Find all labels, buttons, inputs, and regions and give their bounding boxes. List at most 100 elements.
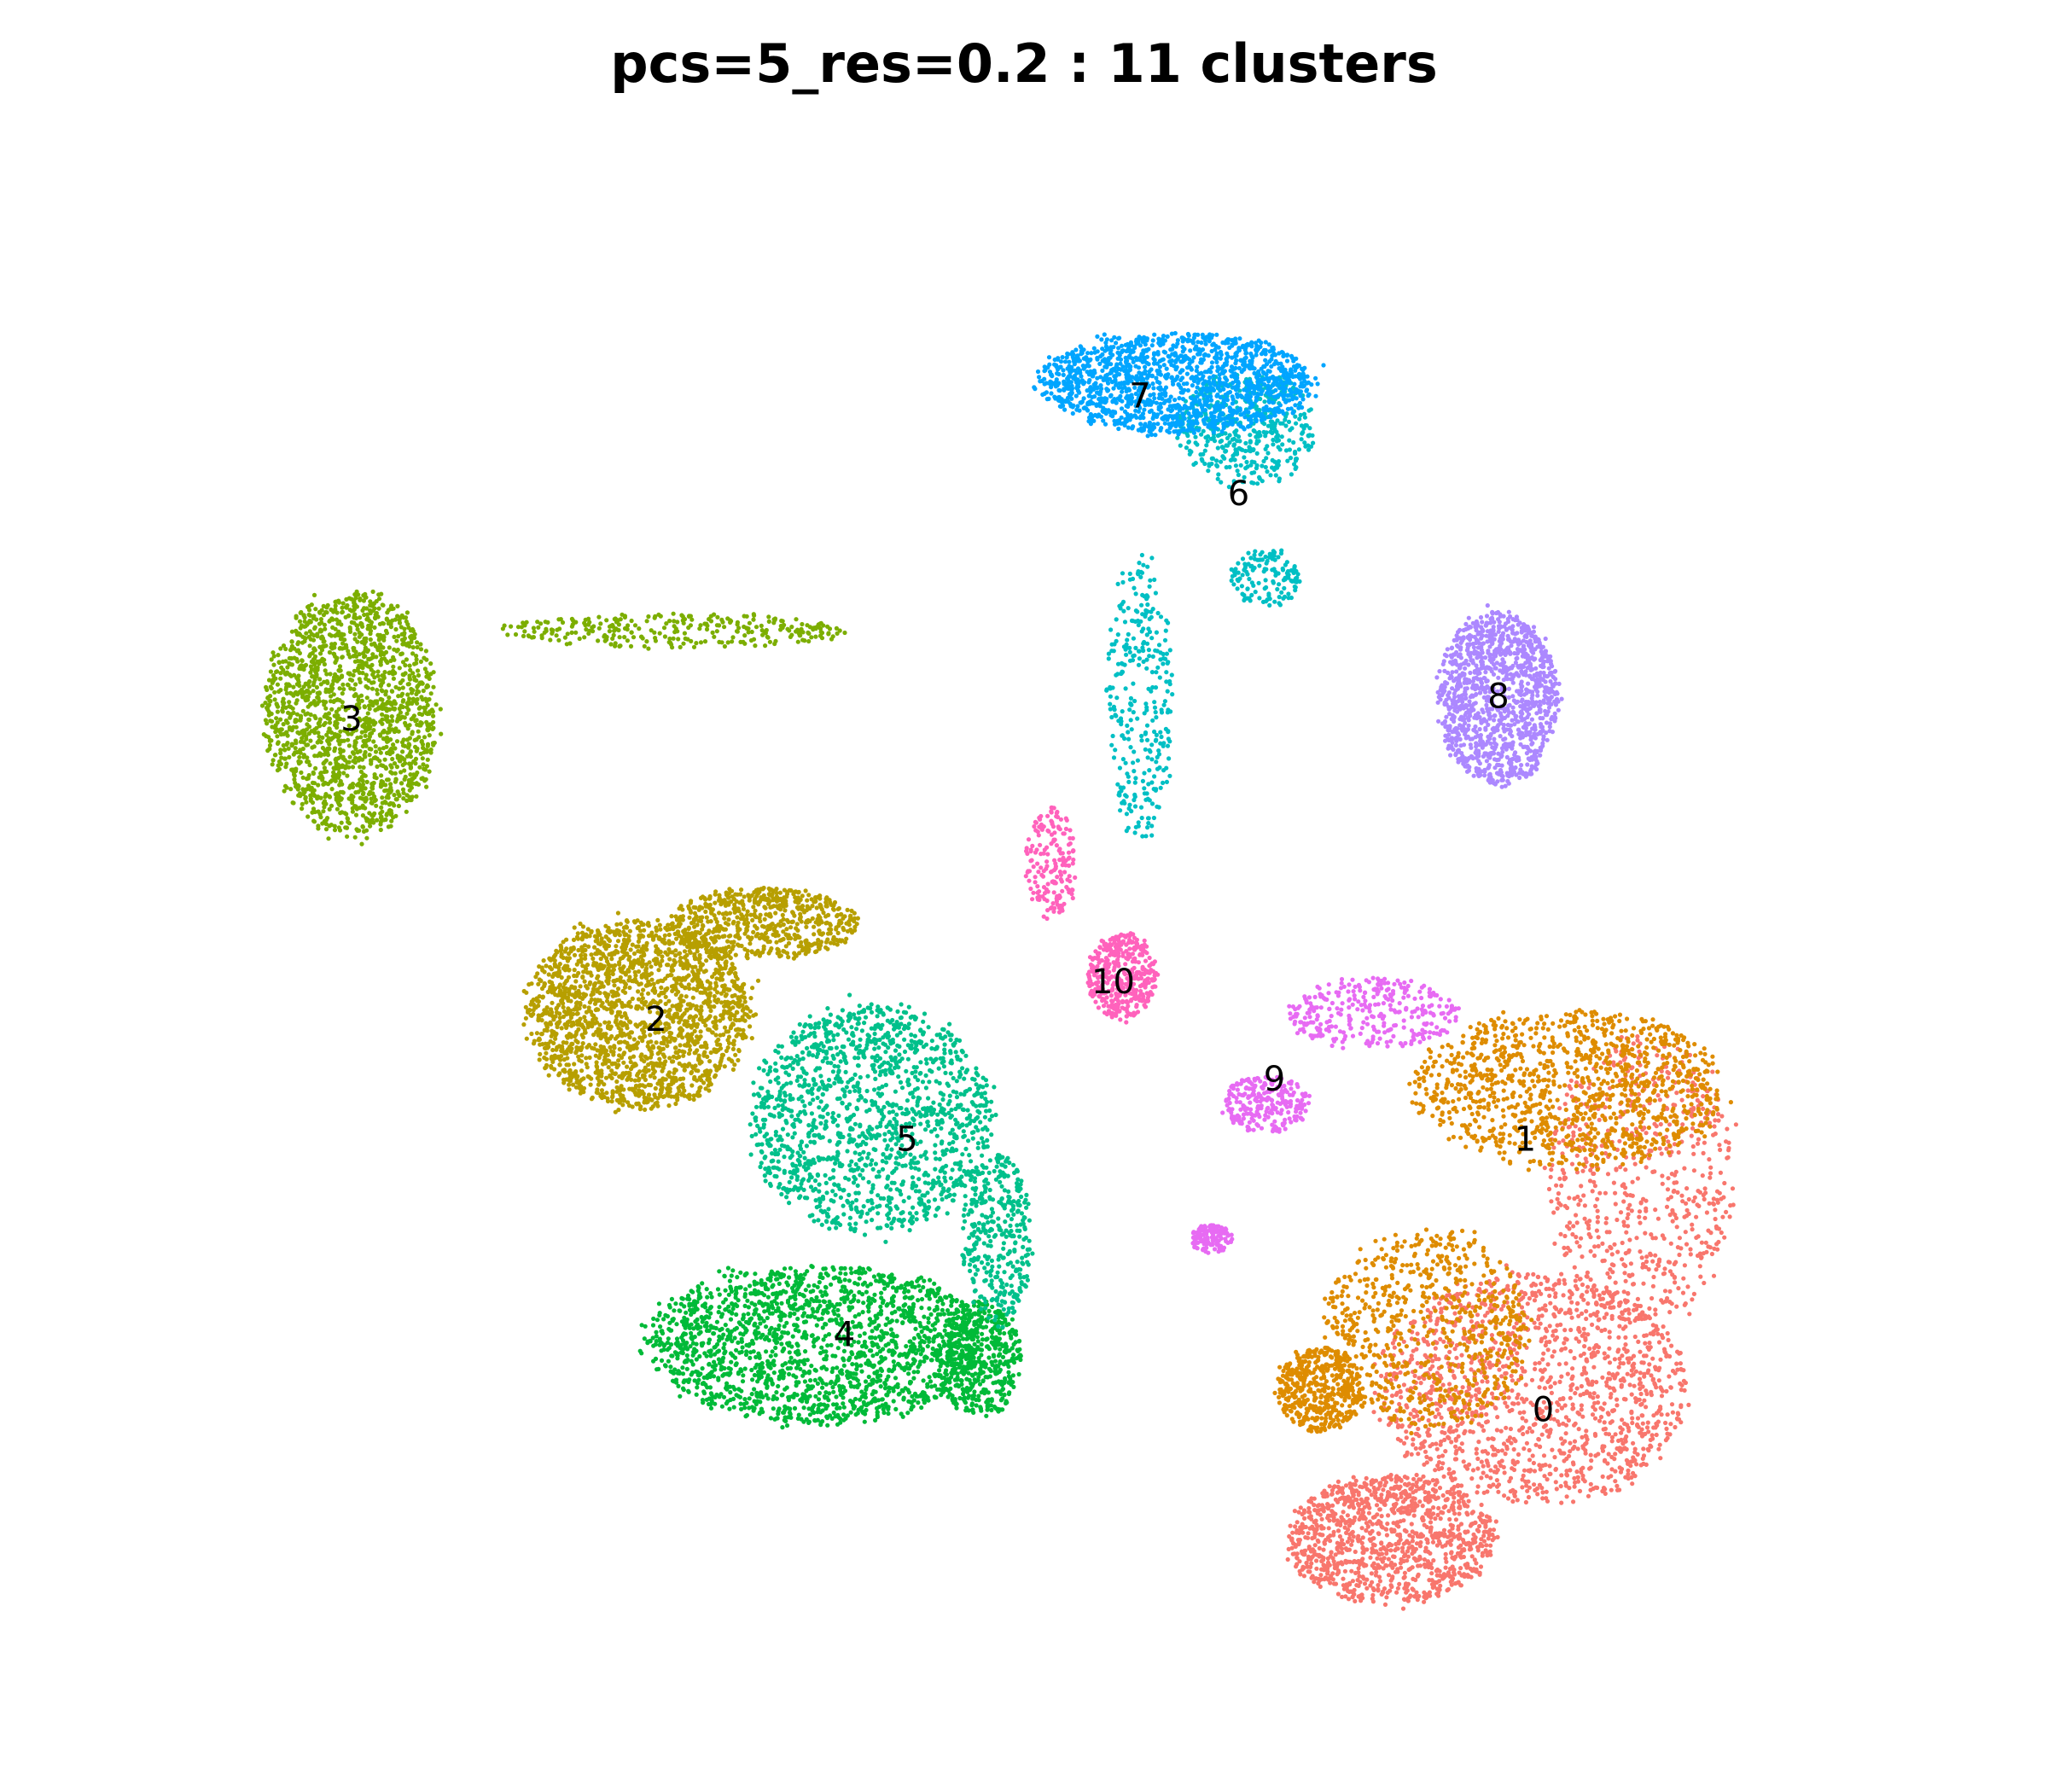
scatter-point <box>1464 1411 1469 1416</box>
scatter-point <box>1440 1326 1446 1331</box>
scatter-point <box>1620 1446 1625 1452</box>
scatter-point <box>1559 1183 1564 1189</box>
scatter-point <box>1623 1263 1628 1269</box>
scatter-point <box>1539 1281 1544 1287</box>
scatter-point <box>1521 1468 1527 1473</box>
scatter-point <box>1413 1386 1418 1391</box>
scatter-point <box>1696 1077 1701 1082</box>
scatter-point <box>1661 1300 1666 1305</box>
scatter-point <box>1550 1142 1555 1147</box>
scatter-point <box>1434 1262 1440 1267</box>
scatter-point <box>1610 1092 1615 1097</box>
scatter-point <box>1404 1540 1409 1545</box>
scatter-point <box>1478 1148 1483 1153</box>
scatter-point <box>1498 1392 1504 1397</box>
scatter-point <box>1412 1369 1418 1374</box>
scatter-point <box>1583 1441 1588 1446</box>
scatter-point <box>1596 1318 1601 1323</box>
scatter-point <box>1345 1306 1350 1311</box>
scatter-point <box>1528 1035 1533 1040</box>
scatter-point <box>1708 1086 1713 1091</box>
scatter-point <box>1335 1572 1340 1577</box>
scatter-point <box>1539 1432 1545 1437</box>
scatter-point <box>1541 1351 1546 1356</box>
scatter-point <box>1689 1133 1694 1138</box>
scatter-point <box>1634 1236 1639 1241</box>
scatter-point <box>1422 1324 1427 1329</box>
scatter-point <box>1333 1497 1338 1502</box>
scatter-point <box>1493 1325 1498 1330</box>
scatter-point <box>1591 1045 1597 1050</box>
scatter-point <box>1309 1499 1314 1504</box>
scatter-point <box>1626 1206 1631 1211</box>
scatter-point <box>1369 1571 1374 1576</box>
scatter-point <box>1582 1216 1587 1221</box>
scatter-point <box>1567 1196 1572 1201</box>
scatter-point <box>1345 1539 1350 1545</box>
scatter-point <box>1552 1381 1557 1386</box>
scatter-point <box>1542 1021 1547 1027</box>
scatter-point <box>1520 1425 1526 1430</box>
scatter-point <box>1425 1480 1431 1485</box>
scatter-point <box>1626 1307 1631 1312</box>
scatter-point <box>1370 1592 1376 1597</box>
scatter-point <box>1640 1421 1645 1426</box>
scatter-point <box>1392 1413 1397 1418</box>
scatter-point <box>1596 1235 1601 1240</box>
scatter-point <box>1577 1148 1582 1154</box>
scatter-point <box>1685 1284 1690 1289</box>
scatter-point <box>1379 1247 1384 1252</box>
scatter-point <box>1623 1093 1628 1098</box>
scatter-point <box>1474 1068 1479 1073</box>
scatter-point <box>1541 1399 1546 1405</box>
scatter-point <box>1511 1289 1516 1295</box>
scatter-point <box>1544 1104 1549 1109</box>
scatter-point <box>1551 1333 1556 1338</box>
scatter-point <box>1572 1475 1577 1481</box>
scatter-point <box>1415 1360 1420 1366</box>
scatter-point <box>1593 1154 1599 1160</box>
scatter-point <box>1472 1371 1477 1376</box>
scatter-point <box>1507 1479 1512 1484</box>
scatter-point <box>1602 1401 1607 1406</box>
scatter-point <box>1421 1393 1427 1399</box>
scatter-point <box>1649 1149 1654 1154</box>
scatter-point <box>1533 1031 1539 1036</box>
scatter-point <box>1499 1068 1504 1073</box>
scatter-point <box>1612 1146 1617 1151</box>
scatter-point <box>1349 1542 1354 1547</box>
scatter-point <box>1446 1356 1451 1361</box>
scatter-point <box>1661 1141 1666 1147</box>
scatter-point <box>1593 1433 1598 1438</box>
scatter-point <box>1394 1408 1399 1413</box>
scatter-point <box>1670 1031 1675 1036</box>
scatter-point <box>1563 1142 1568 1147</box>
scatter-point <box>1405 1475 1410 1481</box>
scatter-point <box>1426 1403 1431 1408</box>
scatter-point <box>1540 1306 1545 1311</box>
scatter-point <box>1297 1538 1302 1543</box>
scatter-point <box>1532 1298 1538 1303</box>
scatter-point <box>1480 1553 1485 1558</box>
scatter-point <box>1667 1071 1672 1076</box>
scatter-point <box>1672 1113 1678 1118</box>
scatter-point <box>1595 1349 1600 1354</box>
scatter-point <box>1557 1106 1562 1111</box>
scatter-point <box>1410 1586 1415 1591</box>
scatter-point <box>1660 1173 1665 1178</box>
scatter-point <box>1456 1527 1461 1532</box>
scatter-point <box>1510 1378 1515 1383</box>
scatter-point <box>1455 1533 1460 1539</box>
scatter-point <box>1617 1018 1622 1024</box>
scatter-point <box>1592 1143 1597 1149</box>
scatter-point <box>1425 1540 1430 1545</box>
scatter-point <box>1505 1035 1511 1040</box>
scatter-point <box>1669 1172 1674 1177</box>
scatter-point <box>1475 1027 1480 1032</box>
scatter-point <box>1470 1468 1476 1473</box>
scatter-point <box>1400 1490 1405 1495</box>
scatter-point <box>1353 1489 1358 1494</box>
scatter-point <box>1433 1468 1438 1473</box>
scatter-point <box>1631 1141 1636 1146</box>
scatter-point <box>1483 1137 1488 1143</box>
